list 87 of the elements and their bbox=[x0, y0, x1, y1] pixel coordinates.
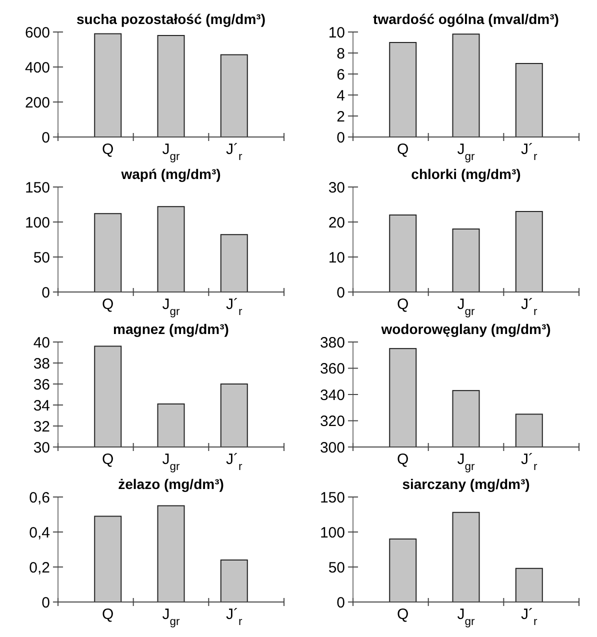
y-tick-label: 600 bbox=[24, 24, 50, 42]
bar bbox=[389, 42, 417, 138]
bar bbox=[452, 228, 480, 292]
y-tick-label: 32 bbox=[33, 418, 50, 436]
chart-title: twardość ogólna (mval/dm³) bbox=[373, 11, 559, 27]
y-tick-label: 34 bbox=[33, 397, 50, 414]
chart-title: sucha pozostałość (mg/dm³) bbox=[76, 11, 266, 27]
bar bbox=[157, 505, 185, 602]
x-tick-label: Q bbox=[102, 296, 114, 313]
x-tick-label: J$_{gr}$ bbox=[162, 606, 180, 628]
bar bbox=[157, 35, 185, 138]
bar bbox=[94, 516, 122, 602]
y-tick-label: 6 bbox=[336, 66, 345, 84]
y-tick-label: 380 bbox=[320, 334, 345, 352]
chart-title: magnez (mg/dm³) bbox=[113, 321, 229, 337]
bar bbox=[452, 512, 480, 602]
y-tick-label: 0 bbox=[336, 594, 345, 612]
bar bbox=[220, 560, 248, 602]
y-tick-label: 0 bbox=[42, 594, 50, 612]
y-tick-label: 40 bbox=[33, 334, 50, 352]
chart-title: wodorowęglany (mg/dm³) bbox=[380, 321, 551, 337]
bar bbox=[452, 34, 480, 138]
bar bbox=[94, 33, 122, 138]
x-tick-label: Q bbox=[102, 606, 114, 623]
x-tick-label: Q bbox=[102, 451, 114, 468]
y-tick-label: 100 bbox=[320, 524, 345, 542]
y-tick-label: 10 bbox=[328, 249, 345, 266]
x-tick-label: Q bbox=[397, 451, 409, 468]
y-tick-label: 150 bbox=[24, 179, 50, 196]
y-tick-label: 300 bbox=[320, 439, 345, 456]
bar bbox=[515, 211, 543, 292]
x-tick-label: J´$_{r}$ bbox=[226, 606, 243, 628]
x-tick-label: J$_{gr}$ bbox=[162, 451, 180, 473]
y-tick-label: 0,4 bbox=[29, 524, 50, 542]
x-tick-label: Q bbox=[397, 296, 409, 313]
y-tick-label: 150 bbox=[320, 489, 345, 506]
y-tick-label: 20 bbox=[328, 214, 345, 232]
bar bbox=[515, 63, 543, 138]
bar bbox=[389, 538, 417, 602]
x-tick-label: Q bbox=[397, 141, 409, 158]
y-tick-label: 0 bbox=[336, 129, 345, 146]
y-tick-label: 360 bbox=[320, 360, 345, 378]
x-tick-label: J´$_{r}$ bbox=[521, 451, 538, 473]
y-tick-label: 0,6 bbox=[29, 489, 50, 506]
x-tick-label: Q bbox=[397, 606, 409, 623]
y-tick-label: 50 bbox=[328, 559, 345, 576]
x-tick-label: J$_{gr}$ bbox=[457, 451, 475, 473]
x-tick-label: J$_{gr}$ bbox=[457, 141, 475, 163]
y-tick-label: 30 bbox=[328, 179, 345, 196]
y-tick-label: 50 bbox=[33, 249, 50, 266]
x-tick-label: J$_{gr}$ bbox=[162, 296, 180, 318]
bar bbox=[515, 568, 543, 602]
y-tick-label: 30 bbox=[33, 439, 50, 456]
x-tick-label: J$_{gr}$ bbox=[457, 296, 475, 318]
y-tick-label: 10 bbox=[328, 24, 345, 42]
y-tick-label: 0 bbox=[336, 284, 345, 302]
y-tick-label: 100 bbox=[24, 214, 50, 232]
bar bbox=[389, 214, 417, 292]
x-tick-label: J´$_{r}$ bbox=[226, 141, 243, 163]
y-tick-label: 0 bbox=[42, 284, 50, 302]
bar bbox=[94, 213, 122, 292]
x-tick-label: J´$_{r}$ bbox=[226, 451, 243, 473]
x-tick-label: J´$_{r}$ bbox=[226, 296, 243, 318]
chart-title: siarczany (mg/dm³) bbox=[402, 476, 530, 492]
bar bbox=[157, 206, 185, 292]
y-tick-label: 2 bbox=[336, 108, 345, 126]
y-tick-label: 0 bbox=[42, 129, 50, 146]
x-tick-label: J´$_{r}$ bbox=[521, 141, 538, 163]
x-tick-label: J´$_{r}$ bbox=[521, 296, 538, 318]
x-tick-label: J´$_{r}$ bbox=[521, 606, 538, 628]
y-tick-label: 200 bbox=[24, 94, 50, 112]
y-tick-label: 340 bbox=[320, 386, 345, 404]
y-tick-label: 36 bbox=[33, 376, 50, 394]
chart-title: chlorki (mg/dm³) bbox=[411, 166, 521, 182]
chart-title: wapń (mg/dm³) bbox=[120, 166, 221, 182]
chart-title: żelazo (mg/dm³) bbox=[118, 476, 224, 492]
y-tick-label: 4 bbox=[336, 87, 345, 104]
y-tick-label: 400 bbox=[24, 59, 50, 76]
y-tick-label: 38 bbox=[33, 355, 50, 372]
y-tick-label: 8 bbox=[336, 45, 345, 62]
y-tick-label: 320 bbox=[320, 413, 345, 430]
x-tick-label: Q bbox=[102, 141, 114, 158]
y-tick-label: 0,2 bbox=[29, 559, 50, 576]
x-tick-label: J$_{gr}$ bbox=[162, 141, 180, 163]
bar bbox=[220, 54, 248, 138]
x-tick-label: J$_{gr}$ bbox=[457, 606, 475, 628]
bar bbox=[220, 234, 248, 292]
